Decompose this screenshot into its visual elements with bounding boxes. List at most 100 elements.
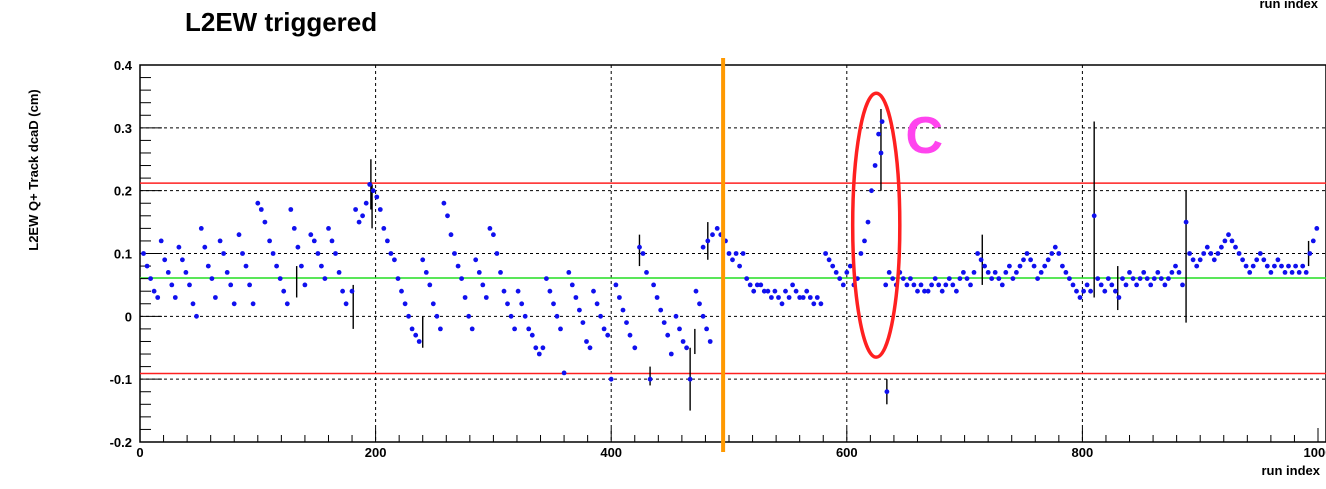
data-point: [1038, 270, 1044, 275]
data-point: [308, 232, 314, 238]
data-point: [837, 276, 843, 281]
data-point: [811, 301, 817, 307]
data-point: [790, 282, 795, 288]
data-point: [288, 207, 294, 212]
data-point: [158, 238, 164, 244]
data-point: [1070, 282, 1076, 288]
data-point: [1137, 276, 1143, 281]
data-point: [459, 276, 464, 281]
data-point: [1272, 263, 1277, 269]
data-point: [946, 276, 952, 281]
data-point: [1166, 276, 1171, 281]
data-point: [190, 301, 196, 307]
x-tick-label: 800: [1072, 445, 1094, 460]
data-point: [772, 288, 778, 294]
data-point: [169, 282, 175, 288]
data-point: [213, 295, 218, 300]
data-point: [714, 226, 720, 231]
data-point: [598, 313, 603, 319]
data-point: [258, 207, 264, 212]
data-point: [1060, 263, 1065, 269]
data-point: [469, 326, 475, 332]
data-point: [1279, 263, 1284, 269]
data-point: [1257, 251, 1263, 256]
data-point: [1201, 251, 1207, 256]
data-point: [1293, 263, 1298, 269]
data-point: [647, 376, 653, 382]
data-point: [385, 238, 390, 244]
data-point: [1162, 282, 1168, 288]
data-point: [515, 288, 521, 294]
data-point: [413, 332, 419, 338]
data-point: [1158, 276, 1164, 281]
data-point: [1183, 219, 1189, 225]
data-point: [658, 307, 664, 313]
data-point: [707, 339, 713, 344]
data-point: [594, 301, 600, 307]
data-point: [776, 295, 781, 300]
data-point: [1102, 288, 1108, 294]
data-point: [1098, 282, 1104, 288]
data-point: [587, 345, 593, 351]
y-tick-label: 0.4: [114, 58, 133, 73]
data-point: [267, 238, 272, 244]
data-point: [680, 339, 686, 344]
chart-title: L2EW triggered: [185, 7, 377, 37]
data-point: [730, 257, 735, 263]
data-point: [392, 257, 397, 263]
data-point: [1141, 270, 1147, 275]
data-point: [601, 326, 607, 332]
data-point: [1243, 263, 1249, 269]
data-point: [573, 295, 579, 300]
data-point: [1049, 251, 1055, 256]
data-point: [971, 270, 977, 275]
data-point: [370, 188, 376, 194]
data-point: [1211, 257, 1217, 263]
data-point: [992, 270, 998, 275]
data-point: [605, 332, 611, 338]
y-tick-label: 0.2: [114, 184, 132, 199]
data-point: [1208, 251, 1214, 256]
data-points: [141, 119, 1320, 395]
tick-labels: 0 200 400 600 800 1000 -0.2 -0.1 0 0.1 0.2 0.3 0.4: [110, 58, 1326, 460]
data-point: [445, 213, 450, 219]
data-point: [1148, 282, 1154, 288]
data-point: [807, 295, 813, 300]
y-tick-label: 0: [125, 309, 132, 324]
data-point: [1289, 270, 1295, 275]
data-point: [884, 389, 890, 395]
data-point: [1151, 276, 1157, 281]
data-point: [814, 295, 820, 300]
data-point: [869, 188, 874, 194]
data-point: [797, 295, 803, 300]
data-point: [1091, 213, 1097, 219]
data-point: [668, 351, 674, 357]
data-point: [1113, 288, 1118, 294]
data-point: [217, 238, 223, 244]
data-point: [769, 295, 774, 300]
data-point: [1120, 276, 1125, 281]
data-point: [569, 282, 575, 288]
data-point: [508, 313, 514, 319]
data-point: [904, 282, 910, 288]
data-point: [353, 207, 358, 212]
data-point: [954, 288, 959, 294]
x-tick-label: 600: [836, 445, 858, 460]
data-point: [879, 119, 885, 124]
data-point: [247, 282, 253, 288]
data-point: [536, 351, 542, 357]
data-point: [326, 226, 331, 231]
data-point: [1074, 288, 1079, 294]
data-point: [1084, 282, 1090, 288]
data-point: [483, 295, 489, 300]
data-point: [1134, 282, 1139, 288]
data-point: [929, 282, 934, 288]
data-point: [858, 251, 864, 256]
data-point: [1003, 270, 1009, 275]
data-point: [747, 282, 753, 288]
data-point: [632, 345, 638, 351]
data-point: [198, 226, 204, 231]
data-point: [1275, 257, 1281, 263]
data-point: [194, 313, 199, 319]
data-point: [700, 244, 706, 250]
